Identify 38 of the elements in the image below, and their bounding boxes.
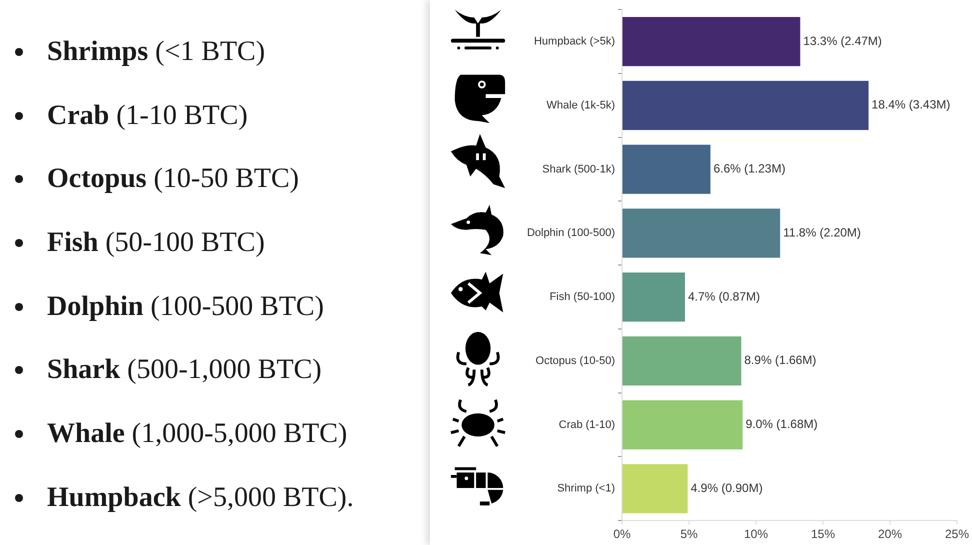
bar: [622, 272, 685, 322]
y-tick-label: Dolphin (100-500): [526, 227, 615, 240]
text: Dolphin (100-500 BTC): [47, 290, 324, 323]
data-label: 4.7% (0.87M): [688, 289, 760, 304]
data-label: 8.9% (1.66M): [744, 353, 816, 368]
text: Octopus (10-50 BTC): [47, 163, 300, 196]
data-label: 6.6% (1.23M): [713, 162, 786, 176]
data-label: 18.4% (3.43M): [872, 98, 950, 112]
x-tick-label: 5%: [680, 527, 698, 542]
data-label: 11.8% (2.20M): [783, 225, 861, 240]
text: Whale (1,000-5,000 BTC): [47, 418, 348, 450]
y-tick-label: Octopus (10-50): [536, 354, 615, 367]
x-tick-label: 10%: [744, 527, 768, 542]
bar: [622, 208, 780, 258]
y-tick-label: Shrimp (<1): [557, 482, 615, 495]
y-tick-label: Humpback (>5k): [534, 36, 615, 48]
text: Shark (500-1,000 BTC): [47, 354, 322, 386]
y-tick-label: Fish (50-100): [550, 291, 615, 304]
y-tick-label: Shark (500-1k): [542, 163, 615, 176]
bar: [622, 464, 688, 514]
y-tick-label: Crab (1-10): [558, 418, 615, 431]
bar: [622, 80, 869, 130]
text: Fish (50-100 BTC): [47, 226, 265, 259]
x-tick-label: 0%: [613, 527, 631, 542]
text: Humpback (>5,000 BTC).: [47, 482, 354, 514]
data-label: 9.0% (1.68M): [746, 417, 818, 432]
bar: [622, 16, 800, 66]
text: Shrimps (<1 BTC): [47, 36, 266, 68]
data-label: 13.3% (2.47M): [803, 34, 882, 48]
bar: [622, 336, 742, 386]
text: Crab (1-10 BTC): [47, 100, 248, 132]
bar: [622, 400, 743, 450]
data-label: 4.9% (0.90M): [690, 480, 763, 495]
bar: [622, 144, 710, 194]
x-tick-label: 15%: [810, 527, 836, 542]
x-tick-label: 20%: [878, 527, 902, 542]
x-tick-label: 25%: [944, 527, 970, 542]
y-tick-label: Whale (1k-5k): [546, 99, 615, 112]
